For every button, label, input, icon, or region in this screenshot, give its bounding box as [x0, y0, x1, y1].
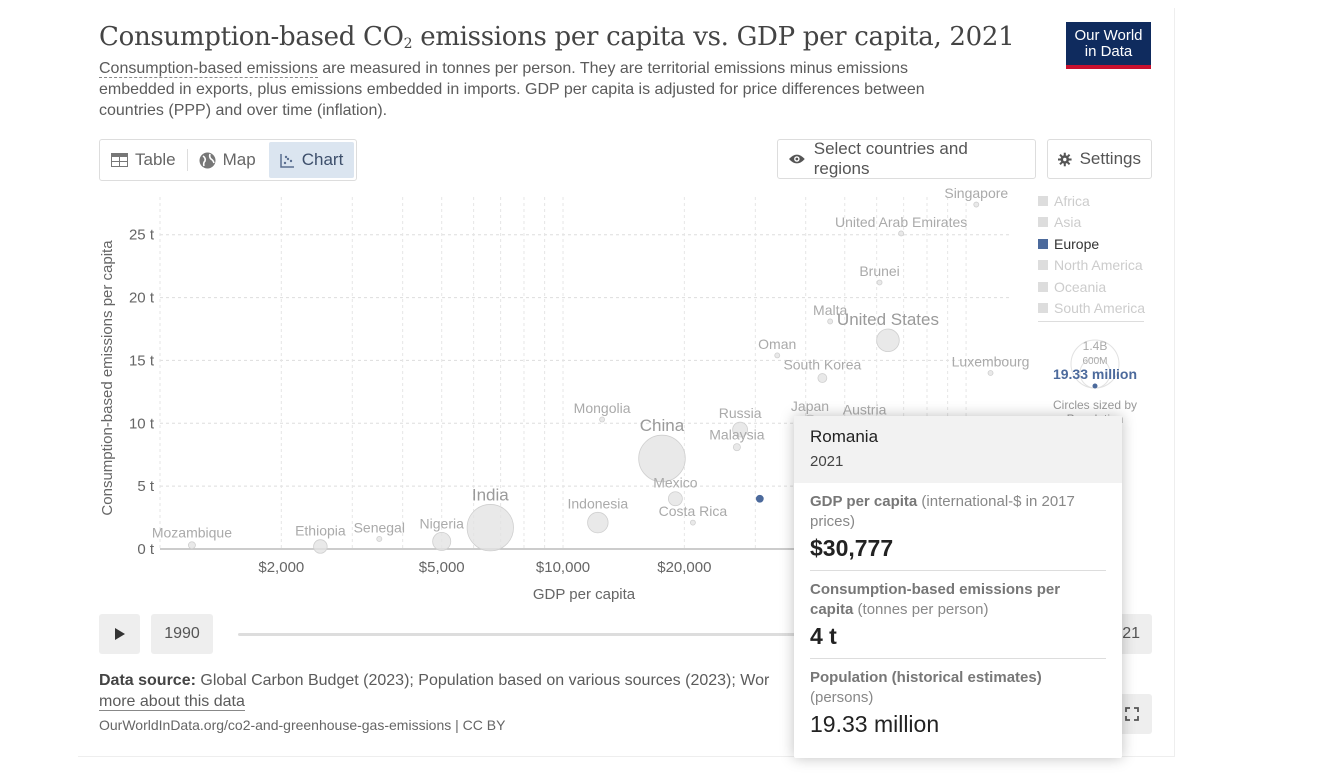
tooltip-country: Romania — [810, 427, 879, 446]
legend-item-africa[interactable]: Africa — [1038, 190, 1145, 212]
chart-title: Consumption-based CO2 emissions per capi… — [99, 22, 1015, 52]
size-legend: 1.4B 600M 19.33 million Circles sized by… — [1038, 336, 1152, 426]
view-tabs: Table Map Chart — [99, 139, 358, 181]
tooltip-population: Population (historical estimates) (perso… — [810, 659, 1106, 746]
settings-button[interactable]: Settings — [1047, 139, 1152, 179]
tab-table[interactable]: Table — [100, 140, 187, 180]
table-icon — [111, 153, 128, 167]
more-about-link[interactable]: more about this data — [99, 693, 245, 711]
chart-icon — [279, 153, 294, 168]
chart-subtitle: Consumption-based emissions are measured… — [99, 60, 925, 119]
legend-item-asia[interactable]: Asia — [1038, 212, 1145, 234]
tab-divider — [186, 149, 188, 171]
definition-link[interactable]: Consumption-based emissions — [99, 60, 318, 78]
tooltip-gdp-value: $30,777 — [810, 535, 894, 561]
play-icon — [114, 628, 125, 640]
play-button[interactable] — [99, 614, 140, 654]
legend-divider — [1038, 321, 1144, 322]
tab-chart[interactable]: Chart — [268, 142, 355, 178]
chart-card — [78, 8, 1175, 757]
legend-swatch — [1038, 195, 1048, 206]
data-source: Data source: Global Carbon Budget (2023)… — [99, 672, 770, 711]
tooltip-population-value: 19.33 million — [810, 711, 940, 737]
size-legend-circles: 1.4B 600M 19.33 million — [1053, 339, 1137, 389]
tooltip-emissions-value: 4 t — [810, 623, 837, 649]
legend-item-europe[interactable]: Europe — [1038, 233, 1145, 255]
owid-logo[interactable]: Our World in Data — [1066, 22, 1151, 69]
legend-swatch — [1038, 281, 1048, 292]
globe-icon — [199, 152, 216, 168]
tooltip-header: Romania 2021 — [794, 416, 1122, 483]
size-max-label: 1.4B — [1083, 339, 1108, 353]
eye-icon — [788, 154, 805, 164]
legend-swatch — [1038, 238, 1048, 249]
source-url[interactable]: OurWorldInData.org/co2-and-greenhouse-ga… — [99, 717, 506, 733]
tooltip-year: 2021 — [810, 453, 844, 470]
tooltip-emissions: Consumption-based emissions per capita (… — [810, 571, 1106, 659]
expand-icon — [1125, 707, 1139, 721]
legend-item-north-america[interactable]: North America — [1038, 255, 1145, 277]
hover-tooltip: Romania 2021 GDP per capita (internation… — [794, 416, 1122, 758]
size-caption: Circles sized by — [1052, 398, 1138, 412]
legend-swatch — [1038, 260, 1048, 271]
timeline-start-year[interactable]: 1990 — [151, 614, 213, 654]
legend-swatch — [1038, 303, 1048, 314]
legend-item-oceania[interactable]: Oceania — [1038, 276, 1145, 298]
gear-icon — [1058, 152, 1072, 166]
select-countries-button[interactable]: Select countries and regions — [777, 139, 1036, 179]
legend-item-south-america[interactable]: South America — [1038, 298, 1145, 320]
size-highlight-label: 19.33 million — [1053, 366, 1137, 382]
continent-legend: Africa Asia Europe North America Oceania… — [1038, 190, 1145, 319]
tab-map[interactable]: Map — [188, 140, 267, 180]
timeline-track[interactable] — [238, 633, 1098, 636]
legend-swatch — [1038, 217, 1048, 228]
tooltip-gdp: GDP per capita (international-$ in 2017 … — [810, 483, 1106, 571]
size-mid-label: 600M — [1082, 356, 1107, 367]
